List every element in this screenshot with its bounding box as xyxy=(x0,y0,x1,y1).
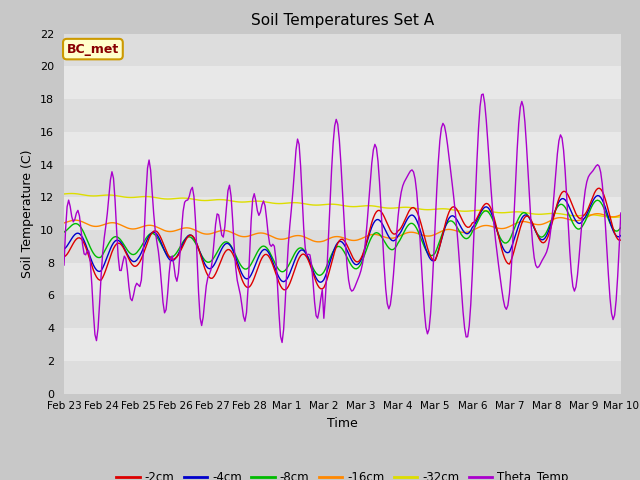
-32cm xyxy=(379,204,387,210)
Bar xyxy=(64,34,621,66)
-4cm xyxy=(594,192,602,198)
-32cm xyxy=(397,204,405,210)
-4cm xyxy=(317,279,324,285)
Theta_Temp xyxy=(617,210,625,216)
Theta_Temp xyxy=(479,91,487,97)
X-axis label: Time: Time xyxy=(327,417,358,430)
-2cm xyxy=(617,237,625,243)
-32cm xyxy=(617,214,625,220)
Title: Soil Temperatures Set A: Soil Temperatures Set A xyxy=(251,13,434,28)
Line: -32cm: -32cm xyxy=(64,193,621,217)
Line: Theta_Temp: Theta_Temp xyxy=(64,94,621,342)
Text: BC_met: BC_met xyxy=(67,43,119,56)
-8cm xyxy=(76,223,83,228)
-2cm xyxy=(397,225,405,230)
-2cm xyxy=(595,185,603,191)
Bar xyxy=(64,295,621,328)
-2cm xyxy=(76,235,83,241)
-16cm xyxy=(60,220,68,226)
-8cm xyxy=(550,210,558,216)
-2cm xyxy=(282,287,289,293)
Line: -16cm: -16cm xyxy=(64,214,621,242)
-2cm xyxy=(550,212,558,217)
Line: -2cm: -2cm xyxy=(64,188,621,290)
-32cm xyxy=(609,215,617,220)
-4cm xyxy=(617,233,625,239)
-16cm xyxy=(164,228,172,234)
-32cm xyxy=(550,210,558,216)
Theta_Temp xyxy=(410,169,417,175)
Line: -4cm: -4cm xyxy=(64,195,621,282)
-32cm xyxy=(165,196,173,202)
Theta_Temp xyxy=(278,339,286,345)
-8cm xyxy=(397,235,405,240)
Theta_Temp xyxy=(397,190,405,195)
Bar xyxy=(64,230,621,263)
-2cm xyxy=(379,211,387,216)
-8cm xyxy=(594,197,602,203)
-8cm xyxy=(410,221,417,227)
-4cm xyxy=(164,254,172,260)
Bar xyxy=(64,165,621,197)
-8cm xyxy=(617,225,625,230)
-2cm xyxy=(164,251,172,257)
-4cm xyxy=(379,222,387,228)
-32cm xyxy=(68,191,76,196)
-2cm xyxy=(410,204,417,210)
-16cm xyxy=(594,211,602,216)
Theta_Temp xyxy=(552,168,559,174)
-4cm xyxy=(397,228,405,234)
-16cm xyxy=(397,232,405,238)
Theta_Temp xyxy=(60,262,68,268)
Bar xyxy=(64,99,621,132)
-2cm xyxy=(60,254,68,260)
-16cm xyxy=(617,212,625,217)
-4cm xyxy=(410,213,417,218)
Theta_Temp xyxy=(76,213,83,219)
-8cm xyxy=(164,252,172,258)
-32cm xyxy=(410,205,417,211)
Y-axis label: Soil Temperature (C): Soil Temperature (C) xyxy=(22,149,35,278)
-4cm xyxy=(60,246,68,252)
-4cm xyxy=(550,211,558,216)
-32cm xyxy=(60,191,68,197)
-4cm xyxy=(76,231,83,237)
-16cm xyxy=(550,216,558,222)
Theta_Temp xyxy=(164,291,172,297)
-16cm xyxy=(76,218,83,224)
-8cm xyxy=(316,273,323,278)
-32cm xyxy=(77,192,85,197)
Legend: -2cm, -4cm, -8cm, -16cm, -32cm, Theta_Temp: -2cm, -4cm, -8cm, -16cm, -32cm, Theta_Te… xyxy=(111,466,573,480)
-8cm xyxy=(379,236,387,241)
-16cm xyxy=(379,233,387,239)
Bar xyxy=(64,361,621,394)
Theta_Temp xyxy=(379,236,387,241)
Line: -8cm: -8cm xyxy=(64,200,621,276)
-16cm xyxy=(410,229,417,235)
-16cm xyxy=(316,239,323,245)
-8cm xyxy=(60,229,68,235)
